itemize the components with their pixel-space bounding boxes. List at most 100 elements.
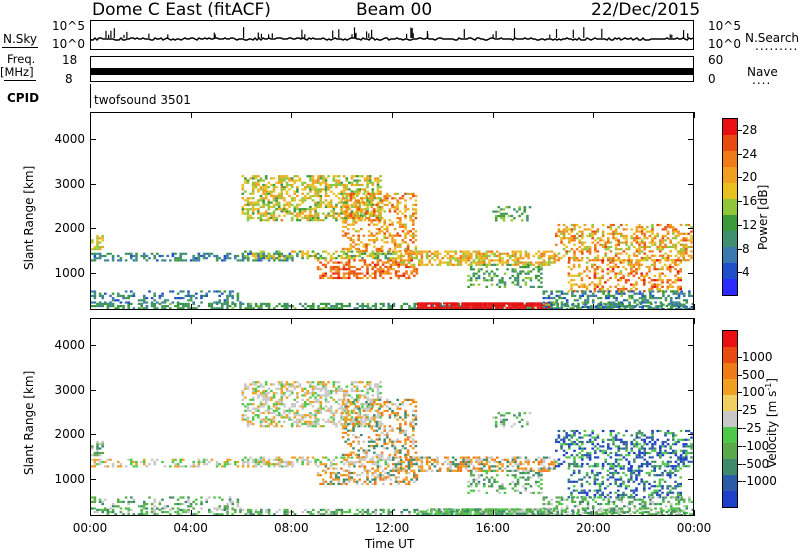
power-cell	[690, 241, 693, 244]
power-cell	[679, 252, 683, 255]
power-cell	[638, 241, 641, 244]
power-cell	[322, 201, 325, 204]
velocity-cell	[166, 511, 169, 514]
power-cell	[682, 243, 685, 246]
power-cell	[672, 228, 675, 231]
velocity-cell	[309, 385, 312, 388]
velocity-cell	[368, 383, 372, 386]
velocity-cell	[375, 420, 379, 423]
velocity-cell	[259, 458, 263, 461]
power-cell	[494, 214, 498, 218]
power-cell	[334, 261, 338, 264]
power-cell	[368, 194, 372, 198]
power-cell	[244, 307, 247, 309]
power-cell	[578, 241, 581, 244]
velocity-cell	[223, 507, 227, 510]
power-cell	[391, 203, 394, 206]
power-cell	[375, 192, 379, 195]
velocity-cell	[373, 429, 376, 432]
velocity-cell	[572, 513, 575, 515]
velocity-cell	[373, 418, 376, 421]
velocity-cell	[341, 412, 345, 415]
power-cell	[374, 276, 377, 280]
power-cell	[316, 192, 320, 195]
power-cell	[384, 252, 388, 255]
velocity-cell	[366, 396, 369, 399]
velocity-cell	[374, 513, 377, 515]
velocity-cell	[353, 513, 357, 515]
power-cell	[280, 219, 284, 222]
power-cell	[477, 257, 481, 260]
power-cell	[365, 217, 368, 220]
power-cell	[407, 274, 411, 277]
velocity-cell	[259, 460, 263, 464]
velocity-cell	[322, 513, 325, 515]
power-cell	[345, 208, 349, 211]
power-cell	[285, 192, 289, 195]
power-cell	[397, 261, 400, 264]
power-cell	[548, 261, 551, 264]
power-cell	[629, 307, 632, 309]
power-cell	[622, 241, 626, 244]
power-cell	[659, 250, 662, 253]
power-cell	[366, 270, 369, 273]
velocity-cell	[208, 496, 211, 499]
velocity-heatmap	[91, 381, 693, 515]
velocity-cell	[343, 511, 346, 514]
velocity-cell	[246, 407, 250, 410]
power-cell	[450, 306, 454, 309]
velocity-cell	[247, 463, 250, 466]
power-cell	[638, 297, 642, 300]
power-cell	[202, 294, 206, 297]
power-cell	[596, 250, 600, 253]
power-cell	[91, 241, 94, 244]
power-cell	[392, 252, 395, 255]
power-cell	[342, 190, 346, 193]
power-cell	[404, 241, 407, 244]
power-cell	[371, 265, 374, 269]
power-cell	[620, 290, 624, 293]
power-cell	[122, 297, 125, 300]
power-cell	[353, 175, 356, 178]
power-cell	[337, 276, 341, 280]
power-cell	[132, 292, 136, 295]
power-cell	[524, 277, 528, 280]
velocity-cell	[234, 460, 237, 464]
power-cell	[342, 274, 346, 277]
power-cell	[386, 241, 389, 244]
velocity-cell	[335, 422, 338, 426]
power-cell	[301, 254, 304, 258]
velocity-cell	[306, 422, 310, 426]
velocity-cell	[335, 400, 338, 404]
power-cell	[246, 219, 250, 222]
power-cell	[347, 276, 351, 280]
power-cell	[361, 199, 364, 202]
velocity-cell	[91, 496, 94, 499]
power-cell	[514, 252, 517, 255]
power-cell	[614, 276, 617, 280]
velocity-cell	[314, 458, 317, 461]
power-cell	[540, 266, 543, 269]
power-cell	[135, 254, 138, 258]
power-cell	[644, 305, 648, 308]
velocity-cell	[127, 500, 130, 503]
power-cell	[239, 305, 242, 308]
power-cell	[597, 303, 600, 306]
power-cell	[290, 199, 294, 202]
power-cell	[241, 175, 245, 178]
power-cell	[575, 237, 579, 240]
power-cell	[338, 302, 341, 305]
power-cell	[335, 302, 338, 305]
velocity-cell	[135, 460, 138, 464]
velocity-cell	[378, 434, 381, 437]
velocity-cell	[288, 385, 291, 388]
power-cell	[474, 304, 477, 307]
velocity-cell	[312, 508, 315, 511]
power-cell	[646, 230, 649, 233]
power-cell	[293, 190, 297, 193]
power-cell	[239, 259, 242, 262]
power-cell	[617, 303, 621, 306]
power-cell	[480, 259, 483, 262]
power-cell	[470, 261, 473, 264]
power-cell	[598, 283, 602, 286]
